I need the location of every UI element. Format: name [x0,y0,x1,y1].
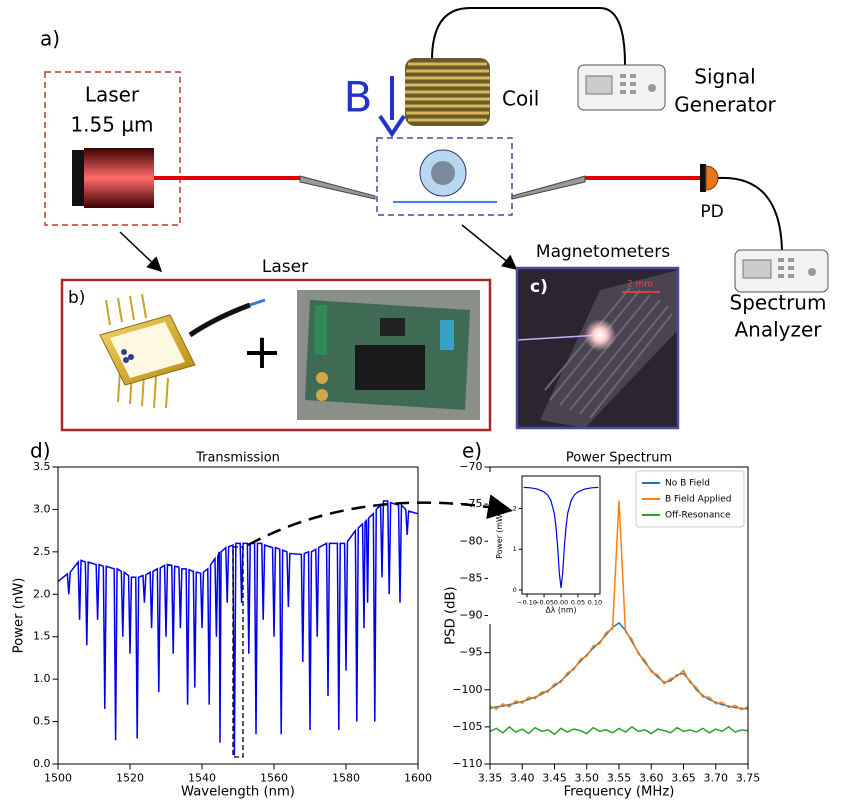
x-tick-label: 3.60 [639,771,664,784]
spectrum-analyzer-label: Spectrum [730,291,827,315]
y-tick-label: 0.5 [33,715,51,728]
y-tick-label: −110 [452,757,482,770]
y-tick-label: 2.5 [33,545,51,558]
y-tick-label: 1 [513,545,517,553]
panel-title: Magnetometers [536,242,670,262]
butterfly-laser-photo [100,294,265,408]
panel-label: b) [68,288,85,308]
driver-board-photo [297,290,480,420]
x-axis-label: Wavelength (nm) [181,785,295,800]
y-tick-label: −80 [459,534,482,547]
x-tick-label: 3.75 [736,771,761,784]
cable [432,8,625,65]
y-tick-label: −100 [452,683,482,696]
pointer-arrow [120,232,160,270]
taper [300,176,375,199]
x-tick-label: 3.70 [704,771,729,784]
y-tick-label: 3.5 [33,460,51,473]
y-tick-label: −90 [459,609,482,622]
panel-label: c) [530,277,548,297]
panel-title: Laser [262,257,308,277]
field-label: B [344,73,373,122]
y-tick-label: 1.5 [33,630,51,643]
x-axis-label: Δλ (nm) [545,605,576,614]
figure: a) Laser 1.55 µm PD B Coil Signal Genera… [0,0,860,805]
panel-label: e) [462,439,482,463]
y-tick-label: −85 [459,571,482,584]
y-tick-label: 2.0 [33,587,51,600]
taper [512,176,585,199]
cable [718,178,782,250]
y-axis-label: Power (nW) [11,578,26,654]
charts: 1500 1520 1540 1560 1580 1600 0.0 0.5 1.0 1.5 2.0 2… [11,451,760,800]
legend-label: No B Field [665,479,710,489]
x-tick-label: 3.55 [607,771,632,784]
y-tick-label: 1.0 [33,672,51,685]
panel-label: d) [30,439,51,463]
coil [405,58,490,126]
y-tick-label: 3.0 [33,502,51,515]
spectrum-analyzer-icon [735,250,828,292]
chart-title: Power Spectrum [566,451,672,466]
signal-generator-label: Generator [674,93,776,117]
x-tick-label: 3.35 [478,771,503,784]
y-tick-label: 0.0 [33,757,51,770]
y-tick-label: 0 [513,586,517,594]
signal-generator-label: Signal [694,65,755,89]
x-tick-label: 3.45 [542,771,567,784]
photodiode [700,164,706,192]
y-axis-label: Power (mW) [495,511,504,558]
plus-sign: + [242,324,282,380]
series-line [490,727,748,734]
x-tick-label: 3.65 [671,771,696,784]
x-tick-label: 1580 [332,771,360,784]
series-line [490,623,748,709]
x-tick-label: 3.40 [510,771,535,784]
resonator [431,161,455,185]
laser-body [84,148,154,208]
chart-title: Transmission [195,451,280,466]
x-axis-label: Frequency (MHz) [564,785,675,800]
y-tick-label: −95 [459,646,482,659]
y-tick-label: −105 [452,720,482,733]
scale-bar-label: 2 mm [627,280,653,290]
y-tick-label: −70 [459,460,482,473]
coil-label: Coil [502,87,539,111]
panel-label: a) [40,27,60,51]
legend-label: B Field Applied [665,495,732,505]
signal-generator-icon [578,65,665,110]
legend-label: Off-Resonance [665,511,731,521]
x-tick-label: 3.50 [575,771,600,784]
x-tick-label: 1500 [44,771,72,784]
spectrum-analyzer-label: Analyzer [734,318,822,342]
y-tick-label: 2 [513,505,517,513]
laser-wavelength: 1.55 µm [70,113,153,137]
y-axis-label: PSD (dB) [443,586,458,644]
x-tick-label: 1540 [188,771,216,784]
photodiode [706,166,718,190]
x-tick-label: 1520 [116,771,144,784]
x-tick-label: 0.10 [588,598,602,606]
x-tick-label: 1600 [404,771,432,784]
laser-title: Laser [85,83,140,107]
series-line [58,501,418,756]
laser-body [72,150,84,206]
pd-label: PD [700,202,723,222]
x-tick-label: 1560 [260,771,288,784]
pointer-arrow [462,225,515,268]
